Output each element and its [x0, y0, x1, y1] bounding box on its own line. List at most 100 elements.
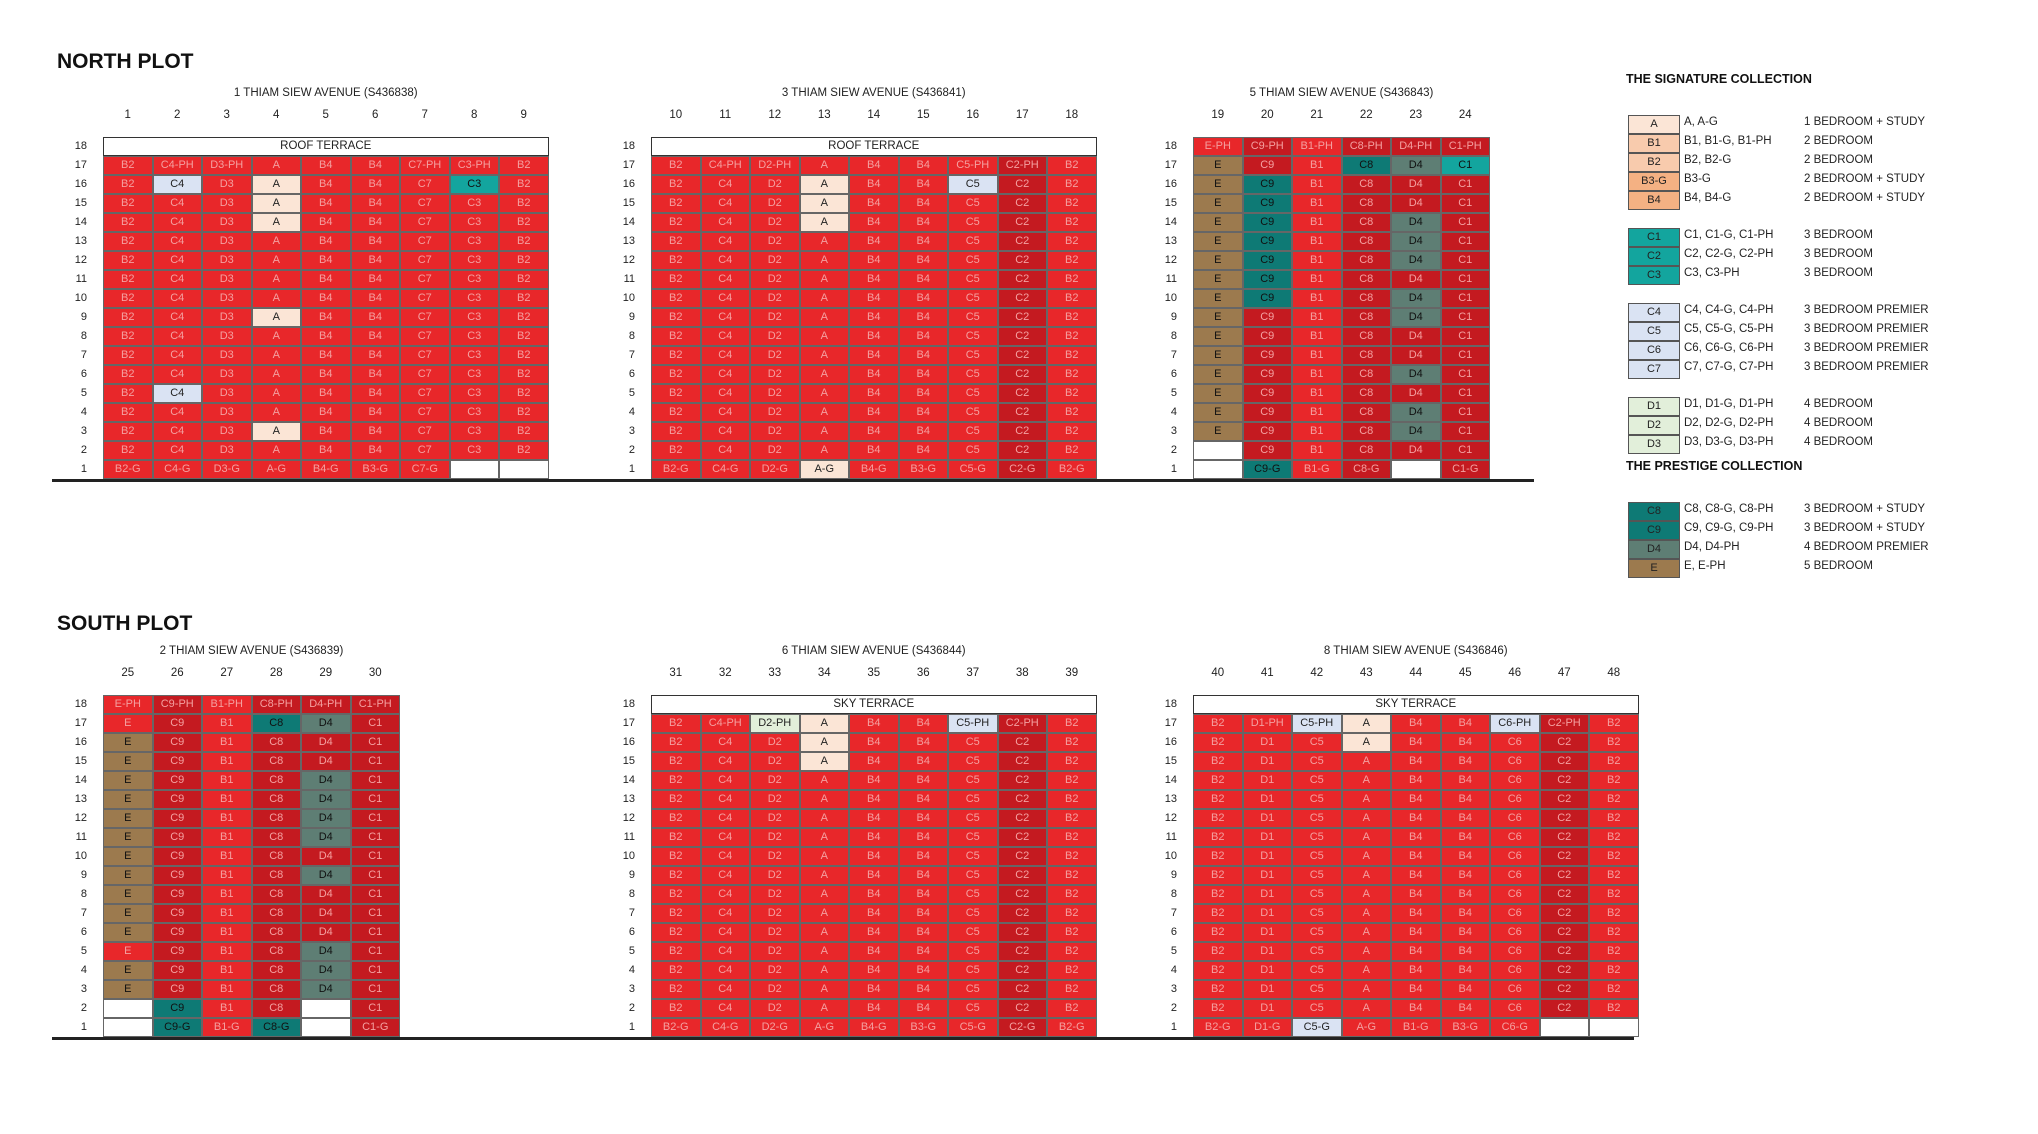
- unit-cell[interactable]: C4: [700, 904, 750, 923]
- unit-cell[interactable]: B2: [1047, 422, 1097, 441]
- unit-cell[interactable]: B2: [499, 327, 549, 346]
- unit-cell[interactable]: B4: [1440, 714, 1490, 733]
- unit-cell[interactable]: A: [251, 403, 301, 422]
- unit-cell[interactable]: B2: [651, 771, 701, 790]
- unit-cell[interactable]: A: [251, 270, 301, 289]
- unit-cell[interactable]: B4: [849, 327, 899, 346]
- unit-cell[interactable]: A: [799, 942, 849, 961]
- unit-cell[interactable]: D1: [1242, 790, 1292, 809]
- unit-cell[interactable]: B1: [202, 828, 252, 847]
- unit-cell[interactable]: C9: [1242, 270, 1292, 289]
- unit-cell[interactable]: C5: [1292, 733, 1342, 752]
- unit-cell[interactable]: D4: [301, 942, 351, 961]
- unit-cell[interactable]: D2: [750, 308, 800, 327]
- unit-cell[interactable]: B4: [898, 251, 948, 270]
- unit-cell[interactable]: C6: [1490, 999, 1540, 1018]
- unit-cell[interactable]: C9: [152, 866, 202, 885]
- unit-cell[interactable]: C9: [1242, 346, 1292, 365]
- unit-cell[interactable]: C1: [350, 771, 400, 790]
- unit-cell[interactable]: A: [799, 980, 849, 999]
- unit-cell[interactable]: A: [799, 422, 849, 441]
- unit-cell[interactable]: B1: [1292, 346, 1342, 365]
- unit-cell[interactable]: D4: [1391, 346, 1441, 365]
- unit-cell[interactable]: B4: [849, 828, 899, 847]
- unit-cell[interactable]: D4: [301, 771, 351, 790]
- unit-cell[interactable]: B4: [849, 346, 899, 365]
- unit-cell[interactable]: B2: [499, 422, 549, 441]
- unit-cell[interactable]: D4: [301, 752, 351, 771]
- unit-cell[interactable]: C4: [700, 327, 750, 346]
- unit-cell[interactable]: B2: [651, 156, 701, 175]
- unit-cell[interactable]: B2: [499, 441, 549, 460]
- unit-cell[interactable]: C5: [1292, 790, 1342, 809]
- unit-cell[interactable]: C1: [350, 733, 400, 752]
- unit-cell[interactable]: B2: [1047, 771, 1097, 790]
- unit-cell[interactable]: B4: [1391, 790, 1441, 809]
- unit-cell[interactable]: C1: [350, 980, 400, 999]
- unit-cell[interactable]: B4: [849, 961, 899, 980]
- unit-cell[interactable]: B2: [651, 752, 701, 771]
- unit-cell[interactable]: B4: [898, 714, 948, 733]
- unit-cell[interactable]: D2: [750, 847, 800, 866]
- unit-cell[interactable]: A: [1341, 866, 1391, 885]
- unit-cell[interactable]: B2: [1589, 904, 1639, 923]
- unit-cell[interactable]: B4: [849, 308, 899, 327]
- unit-cell[interactable]: C2: [997, 194, 1047, 213]
- unit-cell[interactable]: A: [799, 828, 849, 847]
- unit-cell[interactable]: B1: [202, 942, 252, 961]
- unit-cell[interactable]: A: [1341, 733, 1391, 752]
- unit-cell[interactable]: C1-PH: [350, 695, 400, 714]
- unit-cell[interactable]: C5: [1292, 904, 1342, 923]
- unit-cell[interactable]: D3-G: [202, 460, 252, 479]
- unit-cell[interactable]: [1539, 1018, 1589, 1037]
- unit-cell[interactable]: B2: [651, 308, 701, 327]
- unit-cell[interactable]: B1: [202, 847, 252, 866]
- unit-cell[interactable]: B2: [1193, 904, 1243, 923]
- unit-cell[interactable]: E: [103, 847, 153, 866]
- unit-cell[interactable]: C2: [997, 384, 1047, 403]
- unit-cell[interactable]: B2: [1047, 289, 1097, 308]
- unit-cell[interactable]: C5: [948, 346, 998, 365]
- unit-cell[interactable]: A: [251, 289, 301, 308]
- unit-cell[interactable]: B2: [1047, 384, 1097, 403]
- unit-cell[interactable]: B1: [202, 999, 252, 1018]
- unit-cell[interactable]: C1: [1440, 289, 1490, 308]
- unit-cell[interactable]: B2: [499, 289, 549, 308]
- unit-cell[interactable]: C8: [251, 904, 301, 923]
- unit-cell[interactable]: C2: [1539, 885, 1589, 904]
- unit-cell[interactable]: C6-PH: [1490, 714, 1540, 733]
- unit-cell[interactable]: D1: [1242, 847, 1292, 866]
- unit-cell[interactable]: B4: [898, 308, 948, 327]
- unit-cell[interactable]: C8: [1341, 175, 1391, 194]
- unit-cell[interactable]: C9: [152, 999, 202, 1018]
- unit-cell[interactable]: C2: [997, 175, 1047, 194]
- unit-cell[interactable]: C4: [152, 422, 202, 441]
- unit-cell[interactable]: D3: [202, 346, 252, 365]
- unit-cell[interactable]: B4: [350, 441, 400, 460]
- unit-cell[interactable]: A: [1341, 714, 1391, 733]
- unit-cell[interactable]: B4: [849, 441, 899, 460]
- unit-cell[interactable]: B4: [1391, 714, 1441, 733]
- unit-cell[interactable]: C8: [251, 923, 301, 942]
- unit-cell[interactable]: B2: [103, 384, 153, 403]
- unit-cell[interactable]: B4: [301, 270, 351, 289]
- unit-cell[interactable]: A: [799, 866, 849, 885]
- unit-cell[interactable]: C2: [997, 441, 1047, 460]
- unit-cell[interactable]: A: [799, 790, 849, 809]
- unit-cell[interactable]: B2: [1047, 194, 1097, 213]
- unit-cell[interactable]: D2: [750, 771, 800, 790]
- unit-cell[interactable]: C2-PH: [997, 714, 1047, 733]
- unit-cell[interactable]: D4: [1391, 213, 1441, 232]
- unit-cell[interactable]: C8: [1341, 232, 1391, 251]
- unit-cell[interactable]: A: [1341, 961, 1391, 980]
- unit-cell[interactable]: C5: [948, 961, 998, 980]
- unit-cell[interactable]: C8: [251, 752, 301, 771]
- unit-cell[interactable]: B4: [1440, 885, 1490, 904]
- unit-cell[interactable]: C7: [400, 346, 450, 365]
- unit-cell[interactable]: C2: [997, 752, 1047, 771]
- unit-cell[interactable]: B2: [651, 403, 701, 422]
- unit-cell[interactable]: B4: [898, 232, 948, 251]
- unit-cell[interactable]: B4: [1391, 771, 1441, 790]
- unit-cell[interactable]: B2: [103, 289, 153, 308]
- unit-cell[interactable]: B4: [898, 365, 948, 384]
